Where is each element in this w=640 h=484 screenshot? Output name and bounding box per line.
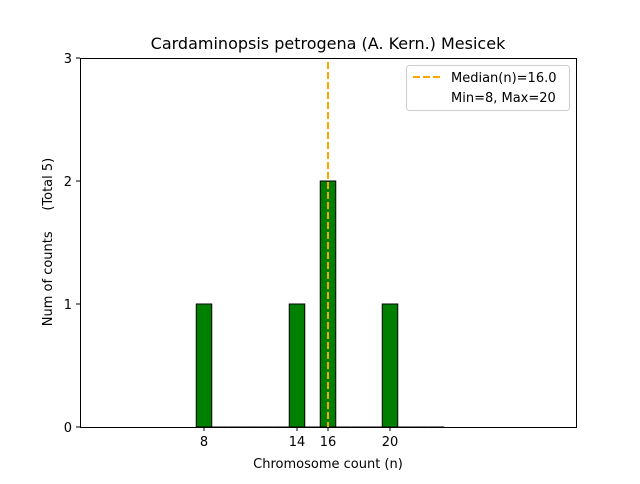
x-tick-label: 14 [289, 435, 306, 450]
y-ticks: 0 1 2 3 [64, 52, 80, 436]
bar [195, 303, 213, 428]
legend: Median(n)=16.0 Min=8, Max=20 [406, 65, 570, 111]
y-tick-label: 1 [64, 298, 72, 313]
legend-median-label: Median(n)=16.0 [451, 71, 557, 86]
y-tick-label: 3 [64, 52, 72, 67]
bar [288, 303, 306, 428]
bar [381, 303, 399, 428]
bars-group [195, 180, 445, 428]
x-ticks: 8 14 16 20 [200, 427, 398, 450]
chart-title: Cardaminopsis petrogena (A. Kern.) Mesic… [151, 34, 506, 53]
legend-minmax-label: Min=8, Max=20 [451, 91, 556, 106]
y-tick-label: 0 [64, 421, 72, 436]
x-axis-label: Chromosome count (n) [253, 457, 403, 472]
x-tick-label: 16 [320, 435, 337, 450]
y-axis-label: Num of counts (Total 5) [41, 158, 56, 326]
x-tick-label: 20 [382, 435, 399, 450]
x-tick-label: 8 [200, 435, 208, 450]
y-tick-label: 2 [64, 175, 72, 190]
legend-box [406, 65, 570, 111]
